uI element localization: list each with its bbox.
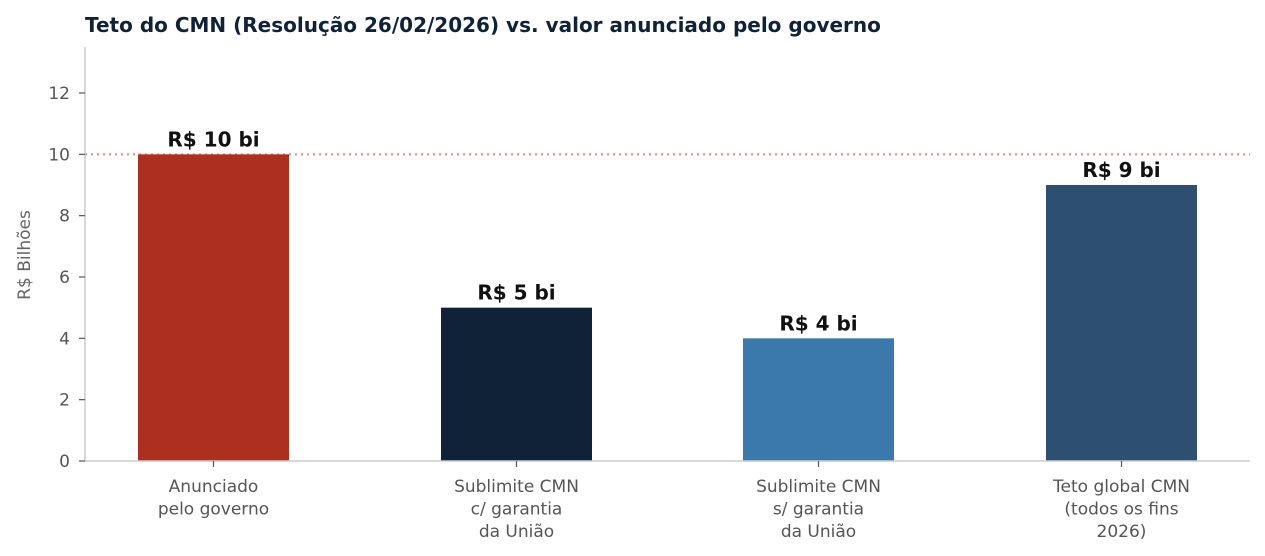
x-tick-label-line: Anunciado	[169, 477, 259, 497]
x-tick-label-line: Sublimite CMN	[454, 477, 579, 497]
x-tick-label-line: (todos os fins	[1064, 500, 1178, 520]
y-tick-label: 6	[59, 268, 70, 288]
y-tick-label: 0	[59, 452, 70, 472]
bar	[743, 338, 894, 461]
x-tick-label-line: c/ garantia	[471, 500, 563, 520]
x-tick-label: Teto global CMN (todos os fins 2026)	[1052, 477, 1190, 542]
x-tick-label: Anunciado pelo governo	[158, 477, 269, 520]
x-tick-label-line: da União	[479, 522, 554, 542]
bar	[441, 307, 592, 461]
data-label: R$ 4 bi	[779, 311, 857, 335]
y-tick-label: 12	[48, 84, 70, 104]
chart-title: Teto do CMN (Resolução 26/02/2026) vs. v…	[85, 13, 881, 37]
y-tick-label: 2	[59, 391, 70, 411]
x-tick-label-line: s/ garantia	[773, 500, 864, 520]
y-tick-label: 4	[59, 329, 70, 349]
bar	[1046, 185, 1197, 461]
data-label: R$ 9 bi	[1082, 158, 1160, 182]
x-tick-label-line: pelo governo	[158, 500, 269, 520]
y-axis-label: R$ Bilhões	[15, 210, 35, 300]
data-label: R$ 10 bi	[167, 127, 259, 151]
plot-area: R$ 10 bi R$ 5 bi R$ 4 bi R$ 9 bi 0 2 4 6 8 10 12 An…	[15, 47, 1250, 542]
x-tick-label-line: da União	[781, 522, 856, 542]
x-tick-label: Sublimite CMN s/ garantia da União	[756, 477, 881, 542]
data-label: R$ 5 bi	[477, 281, 555, 305]
x-tick-label: Sublimite CMN c/ garantia da União	[454, 477, 579, 542]
x-tick-label-line: Sublimite CMN	[756, 477, 881, 497]
x-tick-label-line: Teto global CMN	[1052, 477, 1190, 497]
x-tick-label-line: 2026)	[1097, 522, 1147, 542]
y-tick-label: 10	[48, 145, 70, 165]
y-tick-label: 8	[59, 207, 70, 227]
bar	[138, 154, 289, 462]
